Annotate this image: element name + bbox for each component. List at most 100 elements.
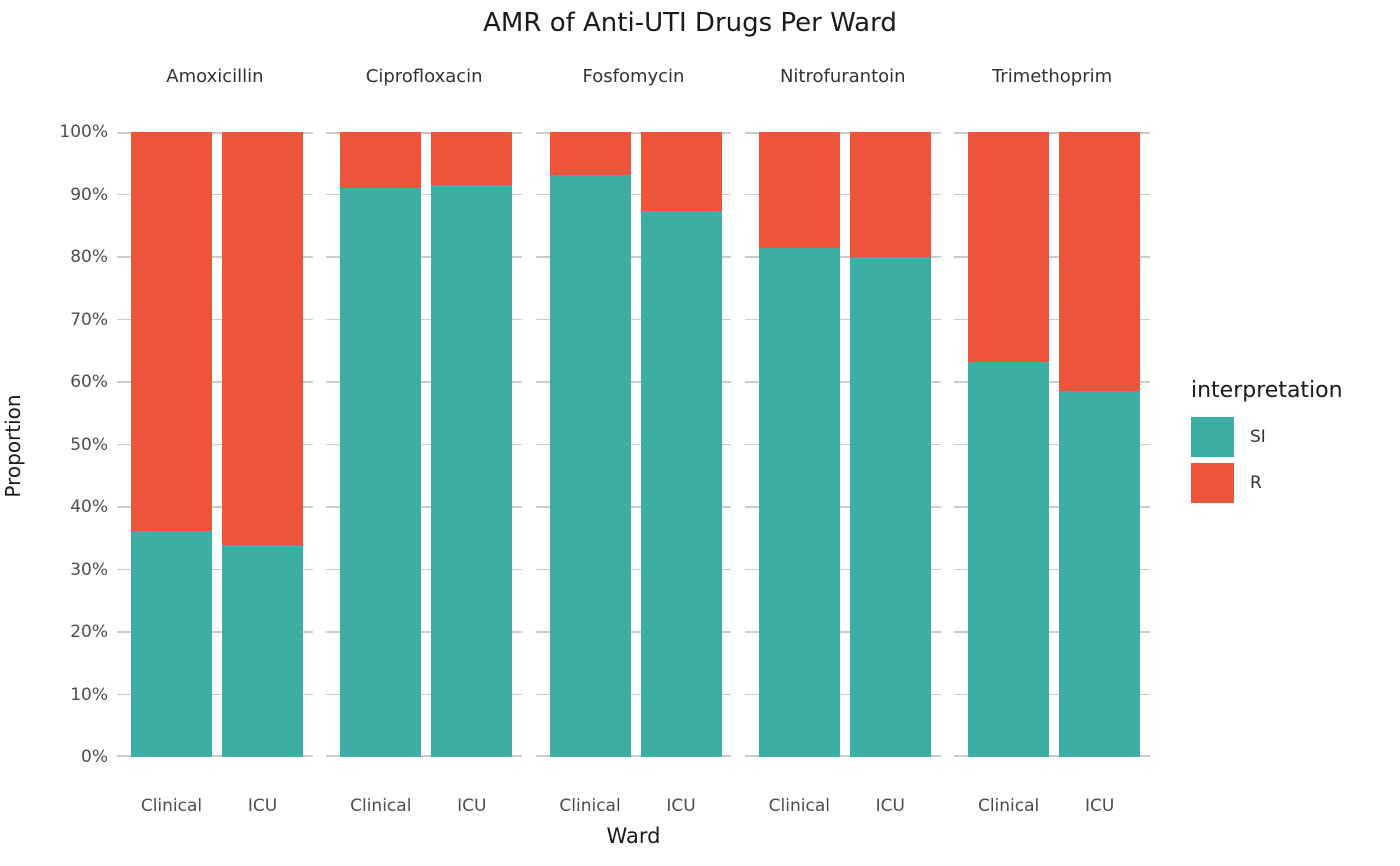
legend-entry-si: SI xyxy=(1191,417,1343,457)
bar-trimethoprim-icu xyxy=(1059,132,1141,757)
bar-segment-r xyxy=(640,132,722,211)
bar-ciprofloxacin-clinical xyxy=(340,132,422,757)
bar-nitrofurantoin-clinical xyxy=(758,132,840,757)
gridline-60pct xyxy=(535,381,732,383)
gridline-0pct xyxy=(744,755,941,757)
gridline-0pct xyxy=(326,755,523,757)
gridline-40pct xyxy=(117,506,313,508)
gridline-80pct xyxy=(326,256,523,258)
bar-segment-si xyxy=(640,210,722,757)
gridline-100pct xyxy=(954,132,1150,134)
gridline-0pct xyxy=(954,755,1150,757)
facet-panel-ciprofloxacin xyxy=(326,132,523,757)
gridline-70pct xyxy=(535,318,732,321)
gridline-40pct xyxy=(744,506,941,508)
x-tick-label-nitrofurantoin-clinical: Clinical xyxy=(768,796,830,816)
bar-fosfomycin-clinical xyxy=(549,132,631,757)
gridline-60pct xyxy=(954,381,1150,383)
bar-segment-r xyxy=(849,132,931,257)
y-axis-title: Proportion xyxy=(1,394,25,498)
gridline-100pct xyxy=(326,132,523,134)
gridline-80pct xyxy=(535,256,732,258)
facet-panel-nitrofurantoin xyxy=(744,132,941,757)
bar-segment-r xyxy=(340,132,422,189)
x-tick-label-fosfomycin-clinical: Clinical xyxy=(559,796,621,816)
facet-panel-trimethoprim xyxy=(954,132,1150,757)
gridline-0pct xyxy=(117,755,313,757)
gridline-90pct xyxy=(744,193,941,196)
bar-segment-si xyxy=(131,530,212,757)
y-tick-label-90: 90% xyxy=(70,184,108,205)
facet-label-fosfomycin: Fosfomycin xyxy=(582,66,685,87)
bar-segment-r xyxy=(968,132,1050,362)
bar-segment-r xyxy=(549,132,631,175)
gridline-90pct xyxy=(326,193,523,196)
gridline-70pct xyxy=(744,318,941,321)
gridline-30pct xyxy=(326,568,523,571)
facet-panel-fosfomycin xyxy=(535,132,732,757)
bar-segment-r xyxy=(431,132,513,185)
gridline-10pct xyxy=(954,693,1150,696)
gridline-90pct xyxy=(117,193,313,196)
x-tick-label-ciprofloxacin-icu: ICU xyxy=(457,796,487,816)
bar-segment-si xyxy=(849,257,931,757)
gridline-70pct xyxy=(117,318,313,321)
gridline-20pct xyxy=(535,631,732,633)
bar-segment-si xyxy=(758,248,840,757)
gridline-100pct xyxy=(117,132,313,134)
y-tick-label-10: 10% xyxy=(70,684,108,705)
bar-segment-r xyxy=(1059,132,1141,391)
facet-panel-amoxicillin xyxy=(117,132,313,757)
bar-segment-r xyxy=(758,132,840,249)
legend-entry-r: R xyxy=(1191,463,1343,503)
gridline-80pct xyxy=(954,256,1150,258)
gridline-20pct xyxy=(744,631,941,633)
bar-segment-si xyxy=(222,545,303,757)
legend-title: interpretation xyxy=(1191,378,1343,403)
bar-amoxicillin-clinical xyxy=(131,132,212,757)
bar-segment-si xyxy=(968,362,1050,757)
gridline-90pct xyxy=(954,193,1150,196)
bar-segment-si xyxy=(340,188,422,757)
legend-label-r: R xyxy=(1250,473,1262,493)
x-tick-label-trimethoprim-icu: ICU xyxy=(1084,796,1115,816)
gridline-30pct xyxy=(744,568,941,571)
y-tick-label-60: 60% xyxy=(70,372,108,392)
gridline-50pct xyxy=(535,443,732,446)
gridline-20pct xyxy=(326,631,523,633)
bar-nitrofurantoin-icu xyxy=(849,132,931,757)
x-tick-label-nitrofurantoin-icu: ICU xyxy=(875,796,905,816)
gridline-10pct xyxy=(326,693,523,696)
gridline-60pct xyxy=(744,381,941,383)
x-tick-label-amoxicillin-clinical: Clinical xyxy=(140,796,203,816)
x-axis-title: Ward xyxy=(606,824,661,848)
gridline-40pct xyxy=(535,506,732,508)
bar-fosfomycin-icu xyxy=(640,132,722,757)
x-tick-label-trimethoprim-clinical: Clinical xyxy=(977,796,1040,816)
gridline-30pct xyxy=(535,568,732,571)
gridline-10pct xyxy=(117,693,313,696)
facet-label-trimethoprim: Trimethoprim xyxy=(991,66,1113,87)
facet-label-amoxicillin: Amoxicillin xyxy=(166,66,264,87)
x-tick-label-amoxicillin-icu: ICU xyxy=(247,796,278,816)
bar-segment-r xyxy=(131,132,212,531)
legend-swatch-r-icon xyxy=(1191,463,1234,503)
gridline-30pct xyxy=(117,568,313,571)
bar-segment-r xyxy=(222,132,303,546)
bar-ciprofloxacin-icu xyxy=(431,132,513,757)
bar-segment-si xyxy=(549,174,631,757)
y-tick-label-70: 70% xyxy=(70,309,108,330)
gridline-50pct xyxy=(954,443,1150,446)
facet-label-nitrofurantoin: Nitrofurantoin xyxy=(779,66,906,87)
y-tick-label-50: 50% xyxy=(70,434,108,455)
y-tick-label-30: 30% xyxy=(70,559,108,580)
gridline-100pct xyxy=(744,132,941,134)
gridline-10pct xyxy=(535,693,732,696)
x-tick-label-ciprofloxacin-clinical: Clinical xyxy=(350,796,412,816)
bar-amoxicillin-icu xyxy=(222,132,303,757)
facet-label-ciprofloxacin: Ciprofloxacin xyxy=(365,66,483,87)
y-tick-label-0: 0% xyxy=(81,747,108,767)
gridline-100pct xyxy=(535,132,732,134)
legend-label-si: SI xyxy=(1250,427,1266,447)
